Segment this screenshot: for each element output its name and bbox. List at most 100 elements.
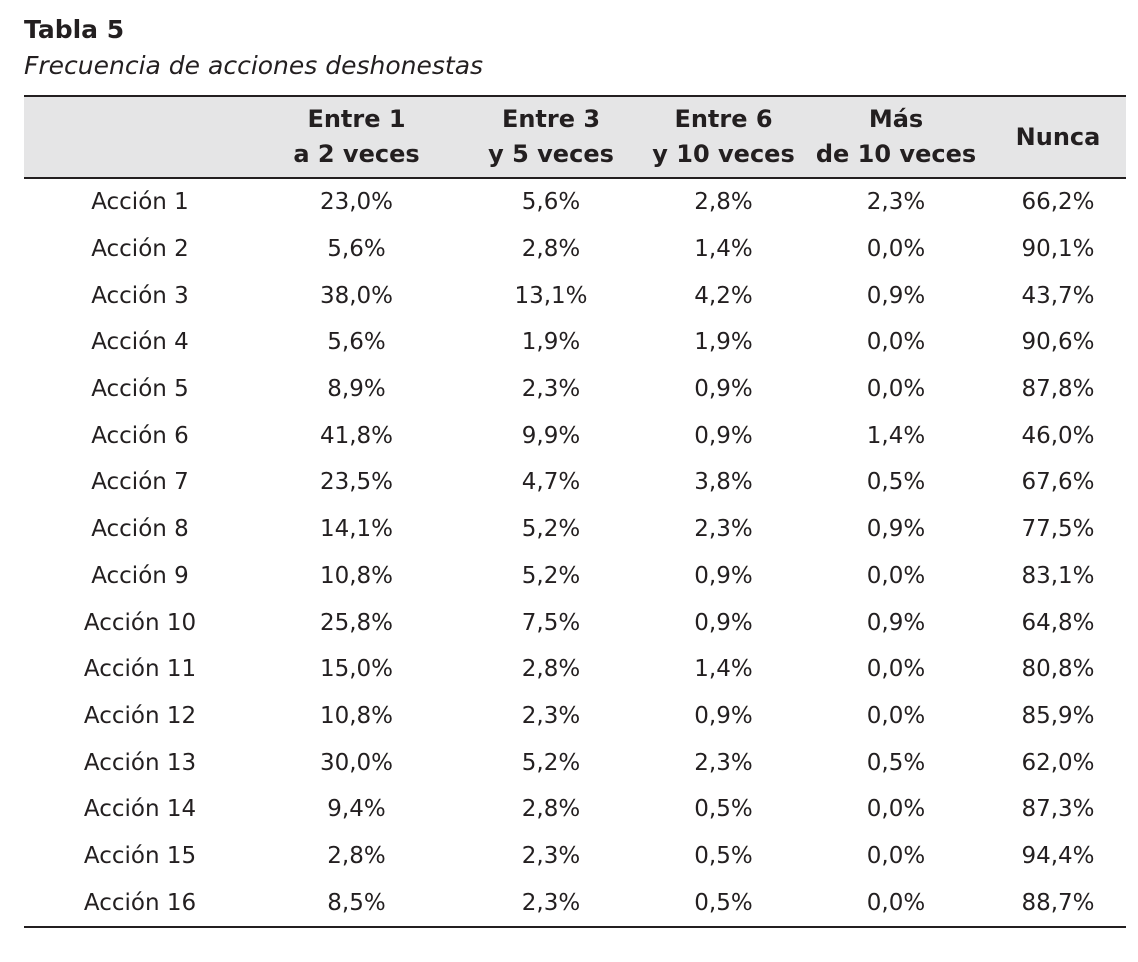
header-entre-1-a-2: Entre 1 a 2 veces bbox=[256, 95, 457, 179]
cell-entre-1-a-2: 10,8% bbox=[319, 562, 394, 589]
cell-nunca: 90,6% bbox=[1021, 329, 1095, 356]
cell-entre-3-y-5: 2,3% bbox=[521, 842, 581, 869]
table-row: Acción 2 5,6% 2,8% 1,4% 0,0% 90,1% bbox=[24, 226, 1126, 273]
table-row: Acción 14 9,4% 2,8% 0,5% 0,0% 87,3% bbox=[24, 786, 1126, 833]
cell-mas-de-10: 1,4% bbox=[866, 422, 926, 449]
table-row: Acción 6 41,8% 9,9% 0,9% 1,4% 46,0% bbox=[24, 412, 1126, 459]
cell-entre-1-a-2: 23,5% bbox=[319, 469, 394, 496]
cell-mas-de-10: 0,5% bbox=[866, 749, 926, 776]
cell-entre-3-y-5: 5,6% bbox=[521, 189, 581, 216]
table-row: Acción 10 25,8% 7,5% 0,9% 0,9% 64,8% bbox=[24, 599, 1126, 646]
cell-mas-de-10: 0,0% bbox=[866, 656, 926, 683]
header-line: de 10 veces bbox=[815, 140, 977, 168]
cell-entre-3-y-5: 2,8% bbox=[521, 236, 581, 263]
cell-entre-3-y-5: 2,8% bbox=[521, 796, 581, 823]
table-row: Acción 8 14,1% 5,2% 2,3% 0,9% 77,5% bbox=[24, 506, 1126, 553]
header-entre-6-y-10: Entre 6 y 10 veces bbox=[645, 95, 802, 179]
table-row: Acción 12 10,8% 2,3% 0,9% 0,0% 85,9% bbox=[24, 693, 1126, 740]
cell-entre-1-a-2: 23,0% bbox=[319, 189, 394, 216]
cell-nunca: 77,5% bbox=[1021, 516, 1095, 543]
row-label: Acción 1 bbox=[91, 189, 189, 216]
row-label: Acción 3 bbox=[91, 282, 189, 309]
row-label: Acción 14 bbox=[83, 796, 197, 823]
cell-entre-6-y-10: 1,4% bbox=[694, 656, 753, 683]
table-row: Acción 16 8,5% 2,3% 0,5% 0,0% 88,7% bbox=[24, 879, 1126, 928]
cell-nunca: 64,8% bbox=[1021, 609, 1095, 636]
cell-mas-de-10: 0,0% bbox=[866, 702, 926, 729]
cell-entre-1-a-2: 5,6% bbox=[327, 329, 386, 356]
cell-entre-1-a-2: 5,6% bbox=[327, 236, 386, 263]
row-label: Acción 11 bbox=[83, 656, 197, 683]
cell-mas-de-10: 0,0% bbox=[866, 842, 926, 869]
header-line: Más bbox=[868, 105, 924, 133]
cell-entre-1-a-2: 41,8% bbox=[319, 422, 394, 449]
header-line: a 2 veces bbox=[293, 140, 420, 168]
cell-entre-6-y-10: 0,5% bbox=[694, 842, 753, 869]
cell-nunca: 62,0% bbox=[1021, 749, 1095, 776]
cell-entre-6-y-10: 0,5% bbox=[694, 796, 753, 823]
cell-entre-6-y-10: 3,8% bbox=[694, 469, 753, 496]
table-row: Acción 9 10,8% 5,2% 0,9% 0,0% 83,1% bbox=[24, 553, 1126, 600]
cell-entre-6-y-10: 2,8% bbox=[694, 189, 753, 216]
cell-entre-6-y-10: 2,3% bbox=[694, 749, 753, 776]
cell-entre-1-a-2: 10,8% bbox=[319, 702, 394, 729]
table-row: Acción 1 23,0% 5,6% 2,8% 2,3% 66,2% bbox=[24, 178, 1126, 226]
header-line: Entre 6 bbox=[674, 105, 773, 133]
cell-entre-6-y-10: 0,9% bbox=[694, 609, 753, 636]
table-row: Acción 3 38,0% 13,1% 4,2% 0,9% 43,7% bbox=[24, 272, 1126, 319]
cell-mas-de-10: 0,0% bbox=[866, 329, 926, 356]
cell-mas-de-10: 0,0% bbox=[866, 796, 926, 823]
header-line: y 10 veces bbox=[652, 140, 795, 168]
cell-entre-6-y-10: 0,9% bbox=[694, 376, 753, 403]
cell-mas-de-10: 0,0% bbox=[802, 879, 990, 928]
cell-entre-6-y-10: 1,9% bbox=[694, 329, 753, 356]
cell-entre-6-y-10: 0,5% bbox=[645, 879, 802, 928]
cell-nunca: 83,1% bbox=[1021, 562, 1095, 589]
header-empty bbox=[24, 95, 256, 179]
cell-nunca: 66,2% bbox=[1021, 189, 1095, 216]
cell-mas-de-10: 0,9% bbox=[866, 282, 926, 309]
cell-nunca: 88,7% bbox=[990, 879, 1126, 928]
cell-entre-1-a-2: 2,8% bbox=[327, 842, 386, 869]
cell-entre-6-y-10: 0,9% bbox=[694, 562, 753, 589]
row-label: Acción 2 bbox=[91, 236, 189, 263]
cell-entre-3-y-5: 2,3% bbox=[521, 376, 581, 403]
cell-nunca: 87,3% bbox=[1021, 796, 1095, 823]
cell-entre-6-y-10: 0,9% bbox=[694, 702, 753, 729]
cell-entre-1-a-2: 9,4% bbox=[327, 796, 386, 823]
header-line: Entre 1 bbox=[307, 105, 406, 133]
table-row: Acción 13 30,0% 5,2% 2,3% 0,5% 62,0% bbox=[24, 739, 1126, 786]
header-nunca: Nunca bbox=[990, 95, 1126, 179]
cell-entre-6-y-10: 0,9% bbox=[694, 422, 753, 449]
row-label: Acción 4 bbox=[91, 329, 189, 356]
row-label: Acción 5 bbox=[91, 376, 189, 403]
header-entre-3-y-5: Entre 3 y 5 veces bbox=[457, 95, 645, 179]
cell-entre-6-y-10: 4,2% bbox=[694, 282, 753, 309]
cell-mas-de-10: 0,0% bbox=[866, 236, 926, 263]
cell-entre-1-a-2: 8,5% bbox=[256, 879, 457, 928]
cell-entre-3-y-5: 9,9% bbox=[521, 422, 581, 449]
row-label: Acción 7 bbox=[91, 469, 189, 496]
row-label: Acción 15 bbox=[83, 842, 197, 869]
cell-entre-3-y-5: 2,8% bbox=[521, 656, 581, 683]
table-row: Acción 15 2,8% 2,3% 0,5% 0,0% 94,4% bbox=[24, 833, 1126, 880]
row-label: Acción 16 bbox=[24, 879, 256, 928]
row-label: Acción 6 bbox=[91, 422, 189, 449]
row-label: Acción 12 bbox=[83, 702, 197, 729]
table-row: Acción 5 8,9% 2,3% 0,9% 0,0% 87,8% bbox=[24, 366, 1126, 413]
table-body: Acción 1 23,0% 5,6% 2,8% 2,3% 66,2% Acción 2 5,… bbox=[24, 178, 1126, 928]
row-label: Acción 13 bbox=[83, 749, 197, 776]
cell-mas-de-10: 0,9% bbox=[866, 516, 926, 543]
cell-nunca: 85,9% bbox=[1021, 702, 1095, 729]
cell-entre-1-a-2: 14,1% bbox=[319, 516, 394, 543]
table-header: Entre 1 a 2 veces Entre 3 y 5 veces Entr… bbox=[24, 95, 1126, 179]
table-number: Tabla 5 bbox=[24, 15, 125, 44]
frequency-table: Entre 1 a 2 veces Entre 3 y 5 veces Entr… bbox=[24, 95, 1126, 928]
row-label: Acción 9 bbox=[91, 562, 189, 589]
cell-nunca: 80,8% bbox=[1021, 656, 1095, 683]
cell-entre-3-y-5: 7,5% bbox=[521, 609, 581, 636]
cell-nunca: 46,0% bbox=[1021, 422, 1095, 449]
table-caption: Frecuencia de acciones deshonestas bbox=[24, 51, 484, 80]
header-line: Nunca bbox=[1015, 122, 1101, 151]
table-row: Acción 11 15,0% 2,8% 1,4% 0,0% 80,8% bbox=[24, 646, 1126, 693]
